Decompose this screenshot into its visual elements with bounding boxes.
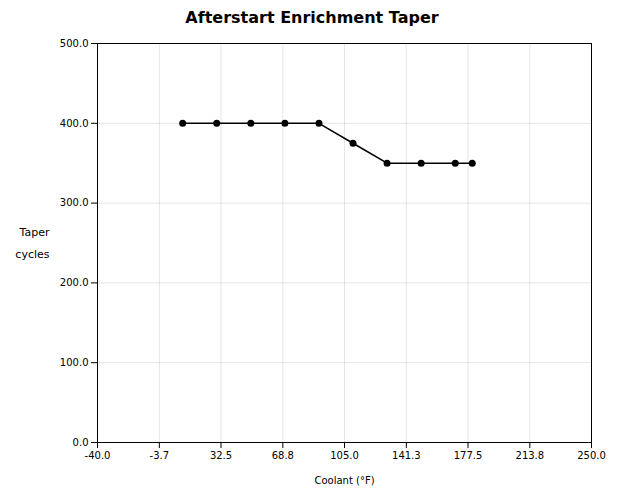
svg-text:0.0: 0.0: [73, 437, 89, 448]
svg-text:32.5: 32.5: [210, 450, 232, 461]
svg-text:300.0: 300.0: [60, 197, 89, 208]
svg-text:400.0: 400.0: [60, 118, 89, 129]
svg-text:250.0: 250.0: [577, 450, 606, 461]
svg-text:100.0: 100.0: [60, 357, 89, 368]
svg-text:-40.0: -40.0: [85, 450, 111, 461]
svg-text:68.8: 68.8: [272, 450, 294, 461]
svg-text:105.0: 105.0: [330, 450, 359, 461]
svg-text:500.0: 500.0: [60, 38, 89, 49]
html-text:Afterstart Enrichment Taper: Afterstart Enrichment Taper: [185, 8, 439, 27]
svg-text:141.3: 141.3: [392, 450, 421, 461]
svg-text:Coolant (°F): Coolant (°F): [314, 475, 374, 486]
svg-text:213.8: 213.8: [516, 450, 545, 461]
svg-text:-3.7: -3.7: [150, 450, 170, 461]
svg-text:200.0: 200.0: [60, 277, 89, 288]
svg-text:Tapercycles: Tapercycles: [15, 226, 50, 261]
svg-text:177.5: 177.5: [454, 450, 483, 461]
